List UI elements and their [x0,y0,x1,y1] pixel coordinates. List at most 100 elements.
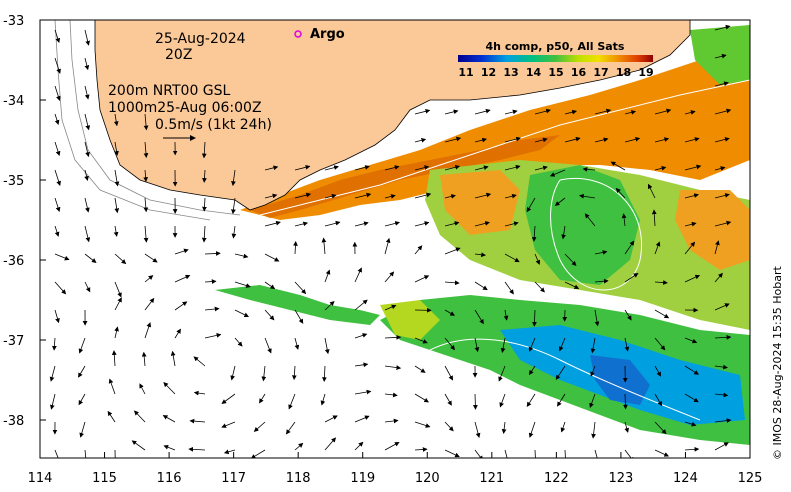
current-vector-arrow [654,393,663,407]
x-tick-label: 121 [479,471,504,486]
current-vector-arrow [474,449,484,458]
current-vector-arrow [503,309,509,321]
current-vector-arrow [414,421,431,428]
current-vector-arrow [498,365,506,382]
current-vector-arrow [291,365,297,381]
current-vector-arrow [294,164,311,171]
current-vector-arrow [474,337,480,353]
current-vector-arrow [354,165,370,171]
current-vector-arrow [113,113,119,127]
current-vector-arrow [84,197,90,213]
current-vector-arrow [52,337,57,351]
annotation-time: 20Z [165,47,192,63]
current-vector-arrow [594,250,608,255]
current-vector-arrow [253,421,266,432]
current-vector-arrow [324,437,337,451]
current-vector-arrow [354,441,364,451]
current-vector-arrow [354,192,372,199]
current-vector-arrow [621,213,627,227]
current-vector-arrow [108,378,116,395]
current-vector-arrow [204,251,221,256]
current-vector-arrow [504,253,520,263]
current-vector-arrow [504,109,518,115]
current-vector-arrow [534,165,548,171]
current-vector-arrow [555,365,566,380]
current-vector-arrow [444,337,456,351]
current-vector-arrow [474,421,481,438]
current-vector-arrow [714,220,732,227]
current-vector-arrow [414,447,428,452]
current-vector-arrow [528,421,536,438]
current-vector-arrow [54,309,60,324]
current-vector-arrow [354,415,370,423]
current-vector-arrow [590,365,596,377]
current-vector-arrow [414,393,429,403]
current-vector-arrow [623,393,628,410]
current-vector-arrow [114,197,120,214]
current-vector-arrow [444,309,455,316]
x-axis: 114 115 116 117 118 119 120 121 122 123 124 125 [28,452,762,486]
current-vector-arrow [230,365,236,381]
current-vector-arrow [624,272,639,283]
current-streamline-eddy [550,178,642,291]
current-vector-arrow [143,169,149,182]
current-vector-arrow [504,449,508,458]
x-tick-label: 117 [221,471,246,486]
current-vector-arrow [534,253,541,265]
current-vector-arrow [444,109,459,115]
current-vector-arrow [594,108,612,115]
current-vector-arrow [684,241,696,255]
current-vector-arrow [84,281,91,293]
x-tick-label: 118 [286,471,311,486]
current-vector-arrow [384,392,398,398]
credit-text: © IMOS 28-Aug-2024 15:35 Hobart [771,266,784,460]
current-vector-arrow [193,356,206,367]
y-tick-label: -33 [3,14,24,29]
current-vector-arrow [648,183,656,199]
colorbar-tick-label: 13 [503,66,518,79]
current-vector-arrow [564,281,580,289]
current-vector-arrow [549,169,566,177]
current-vector-arrow [582,166,596,172]
current-vector-arrow [504,221,519,227]
current-vector-arrow [139,383,146,395]
current-vector-arrow [499,393,506,408]
current-vector-arrow [564,253,577,266]
current-vector-arrow [231,225,237,239]
current-vector-arrow [654,449,670,457]
sst-orange-east [675,190,750,270]
current-vector-arrow [624,449,635,458]
current-vector-arrow [189,418,206,424]
current-vector-arrow [444,449,460,458]
current-vector-arrow [114,169,120,187]
current-vector-arrow [560,421,566,433]
current-vector-arrow [250,449,266,458]
argo-marker-icon [294,30,302,38]
current-vector-arrow [54,197,61,213]
current-vector-arrow [594,309,600,327]
current-vector-arrow [320,393,326,406]
current-vector-arrow [532,309,537,327]
current-vector-arrow [84,29,91,46]
current-vector-arrow [384,165,400,171]
x-tick-label: 122 [544,471,569,486]
current-vector-arrow [654,309,670,319]
current-vector-arrow [557,393,566,407]
current-vector-arrow [534,108,551,115]
current-vector-arrow [114,253,127,265]
current-vector-arrow [231,169,236,187]
sst-deep-blue-patch [590,355,650,405]
current-vector-arrow [590,337,596,354]
current-vector-arrow [324,415,338,423]
y-tick-label: -36 [3,254,24,269]
current-vector-arrow [474,309,484,325]
current-vector-arrow [324,300,335,311]
current-vector-arrow [354,221,369,227]
y-tick-label: -35 [3,174,24,189]
current-vector-arrow [534,281,545,293]
current-vector-arrow [714,364,728,370]
current-vector-arrow [84,85,90,100]
current-vector-arrow [384,304,397,311]
current-vector-arrow [561,225,566,240]
current-vector-arrow [202,197,207,212]
